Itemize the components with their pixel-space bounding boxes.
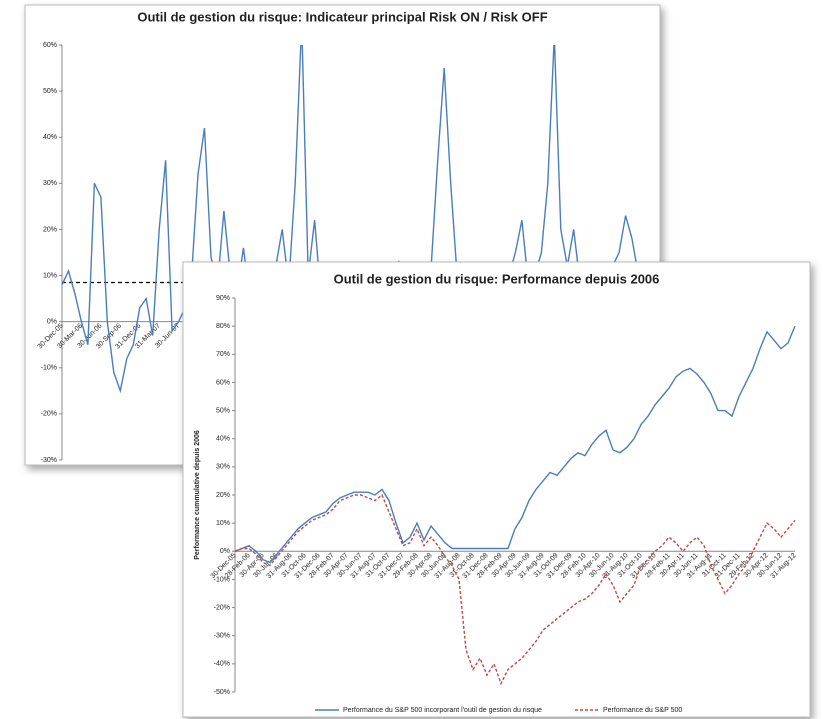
y-tick-label: -10% xyxy=(214,576,230,583)
y-tick-label: 50% xyxy=(43,88,57,95)
chart-title: Outil de gestion du risque: Indicateur p… xyxy=(137,9,547,24)
y-tick-label: 40% xyxy=(43,134,57,141)
y-tick-label: 30% xyxy=(43,180,57,187)
series-line xyxy=(235,325,796,564)
y-tick-label: 0% xyxy=(220,548,230,555)
y-tick-label: -30% xyxy=(41,457,57,464)
chart-title: Outil de gestion du risque: Performance … xyxy=(334,271,660,286)
y-tick-label: -20% xyxy=(214,604,230,611)
y-tick-label: 10% xyxy=(43,272,57,279)
y-tick-label: -40% xyxy=(214,661,230,668)
legend-label: Performance du S&P 500 xyxy=(603,707,682,714)
y-axis-label: Performance cummulative depuis 2006 xyxy=(194,430,201,560)
y-tick-label: 40% xyxy=(216,436,230,443)
y-tick-label: 0% xyxy=(47,319,57,326)
y-tick-label: 10% xyxy=(216,520,230,527)
y-tick-label: -20% xyxy=(41,411,57,418)
chart-frame xyxy=(182,261,811,718)
y-tick-label: 60% xyxy=(43,42,57,49)
y-tick-label: -10% xyxy=(41,365,57,372)
y-tick-label: 90% xyxy=(216,295,230,302)
y-tick-label: 60% xyxy=(216,379,230,386)
y-tick-label: 70% xyxy=(216,351,230,358)
y-tick-label: 30% xyxy=(216,464,230,471)
y-tick-label: 20% xyxy=(216,492,230,499)
y-tick-label: 80% xyxy=(216,323,230,330)
y-tick-label: 50% xyxy=(216,407,230,414)
legend-label: Performance du S&P 500 incorporant l'out… xyxy=(343,707,542,714)
plot-area xyxy=(235,325,796,686)
series-line xyxy=(235,493,796,686)
y-tick-label: -30% xyxy=(214,633,230,640)
chart: Outil de gestion du risque: Performance … xyxy=(182,261,811,718)
y-tick-label: -50% xyxy=(214,689,230,696)
y-tick-label: 20% xyxy=(43,226,57,233)
